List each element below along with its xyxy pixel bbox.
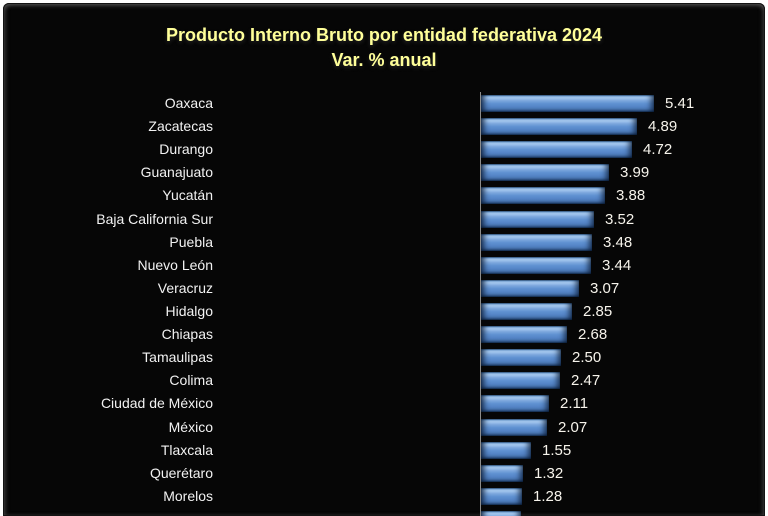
chart-row: Guanajuato 3.99 [3, 161, 765, 184]
chart-row: Baja California Sur 3.52 [3, 208, 765, 231]
chart-row: Hidalgo 2.85 [3, 300, 765, 323]
bar [481, 395, 549, 413]
category-label: Colima [169, 372, 213, 389]
category-label: Tlaxcala [160, 441, 213, 458]
chart-title-line1: Producto Interno Bruto por entidad feder… [165, 25, 603, 45]
bar [481, 187, 605, 205]
category-label: Durango [159, 141, 213, 158]
bar-partial-clipped [481, 510, 521, 516]
value-label: 3.48 [603, 233, 633, 251]
chart-title: Producto Interno Bruto por entidad feder… [3, 23, 765, 73]
bar-chart-plot-area: Oaxaca 5.41 Zacatecas 4.89 Durango 4.72 Guanaj… [3, 92, 765, 516]
value-label: 4.72 [643, 141, 673, 159]
chart-row: Ciudad de México 2.11 [3, 392, 765, 415]
category-label: Yucatán [162, 187, 213, 204]
chart-row: Colima 2.47 [3, 369, 765, 392]
value-label: 2.85 [583, 302, 613, 320]
category-label: México [168, 418, 213, 435]
zero-baseline-axis [480, 92, 481, 516]
bar [481, 233, 592, 251]
value-label: 1.28 [533, 487, 563, 505]
chart-row: Morelos 1.28 [3, 485, 765, 508]
bar [481, 487, 522, 505]
value-label: 1.55 [542, 441, 572, 459]
chart-row: Yucatán 3.88 [3, 184, 765, 207]
category-label: Oaxaca [164, 95, 213, 111]
category-label: Puebla [169, 233, 213, 250]
bar [481, 349, 561, 367]
value-label: 2.11 [560, 395, 589, 413]
bar [481, 441, 531, 459]
chart-row: Chiapas 2.68 [3, 323, 765, 346]
chart-frame: Producto Interno Bruto por entidad feder… [3, 3, 765, 516]
bar [481, 326, 567, 344]
chart-title-line2: Var. % anual [331, 50, 437, 70]
value-label: 3.99 [620, 164, 650, 182]
chart-row: Durango 4.72 [3, 138, 765, 161]
value-label: 2.07 [558, 418, 588, 436]
chart-row: Puebla 3.48 [3, 231, 765, 254]
value-label: 4.89 [648, 118, 678, 136]
category-label: Chiapas [161, 326, 213, 343]
category-label: Guanajuato [140, 164, 213, 181]
value-label: 2.50 [572, 349, 602, 367]
bar [481, 210, 594, 228]
chart-row-partial [3, 508, 765, 516]
chart-row: Tlaxcala 1.55 [3, 439, 765, 462]
chart-row: Querétaro 1.32 [3, 462, 765, 485]
category-label: Querétaro [149, 464, 213, 481]
value-label: 5.41 [665, 95, 695, 112]
category-label: Baja California Sur [96, 210, 213, 227]
value-label: 3.44 [602, 256, 632, 274]
category-label: Tamaulipas [142, 349, 213, 366]
category-label: Ciudad de México [100, 395, 213, 412]
chart-rows: Oaxaca 5.41 Zacatecas 4.89 Durango 4.72 Guanaj… [3, 92, 765, 516]
category-label: Morelos [163, 487, 213, 504]
category-label: Zacatecas [148, 118, 213, 135]
bar [481, 279, 579, 297]
bar [481, 256, 591, 274]
bar [481, 141, 632, 159]
bar [481, 95, 654, 112]
bar [481, 302, 572, 320]
category-label: Nuevo León [137, 256, 213, 273]
bar [481, 118, 637, 136]
chart-row: Tamaulipas 2.50 [3, 346, 765, 369]
chart-row: Veracruz 3.07 [3, 277, 765, 300]
value-label: 2.68 [578, 326, 608, 344]
category-label: Veracruz [157, 279, 213, 296]
bar [481, 372, 560, 390]
category-label: Hidalgo [165, 302, 213, 319]
bar [481, 418, 547, 436]
value-label: 1.32 [534, 464, 564, 482]
value-label: 3.88 [616, 187, 646, 205]
value-label: 2.47 [571, 372, 601, 390]
value-label: 3.07 [590, 279, 620, 297]
bar [481, 464, 523, 482]
chart-row: Zacatecas 4.89 [3, 115, 765, 138]
chart-row: Oaxaca 5.41 [3, 92, 765, 115]
bar [481, 164, 609, 182]
value-label: 3.52 [605, 210, 635, 228]
chart-row: Nuevo León 3.44 [3, 254, 765, 277]
chart-row: México 2.07 [3, 416, 765, 439]
